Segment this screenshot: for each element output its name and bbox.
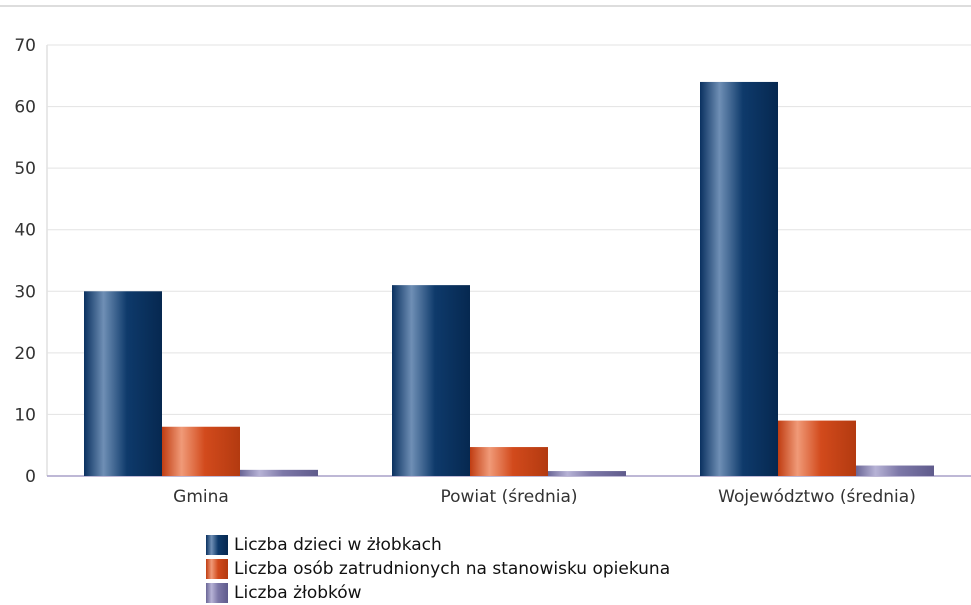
legend-label: Liczba żłobków	[234, 583, 362, 603]
legend-item: Liczba dzieci w żłobkach	[206, 533, 670, 557]
bar-3-3	[856, 465, 934, 476]
bar-1-2	[392, 285, 470, 476]
chart-legend: Liczba dzieci w żłobkach Liczba osób zatr…	[206, 533, 670, 605]
y-tick-label: 30	[14, 282, 36, 302]
y-tick-label: 20	[14, 344, 36, 364]
y-tick-label: 40	[14, 221, 36, 241]
legend-item: Liczba osób zatrudnionych na stanowisku …	[206, 557, 670, 581]
bar-3-1	[240, 469, 318, 476]
bar-2-2	[470, 447, 548, 476]
bar-1-3	[700, 81, 778, 476]
y-tick-label: 60	[14, 98, 36, 118]
bar-1-1	[84, 291, 162, 476]
y-tick-label: 50	[14, 159, 36, 179]
y-tick-label: 10	[14, 405, 36, 425]
legend-label: Liczba osób zatrudnionych na stanowisku …	[234, 559, 671, 579]
legend-swatch	[206, 559, 228, 579]
x-category-label: Gmina	[173, 487, 229, 507]
bar-2-1	[162, 426, 240, 476]
legend-swatch	[206, 535, 228, 555]
y-tick-label: 70	[14, 36, 36, 56]
x-category-label: Województwo (średnia)	[718, 487, 916, 507]
x-category-label: Powiat (średnia)	[440, 487, 577, 507]
y-tick-label: 0	[25, 467, 36, 487]
bar-3-2	[548, 471, 626, 476]
bar-2-3	[778, 420, 856, 476]
legend-swatch	[206, 583, 228, 603]
bar-chart: 0 10 20 30 40 50 60 70 Gmina Powiat (średnia) Woj…	[0, 5, 971, 507]
legend-label: Liczba dzieci w żłobkach	[234, 535, 442, 555]
legend-item: Liczba żłobków	[206, 581, 670, 605]
